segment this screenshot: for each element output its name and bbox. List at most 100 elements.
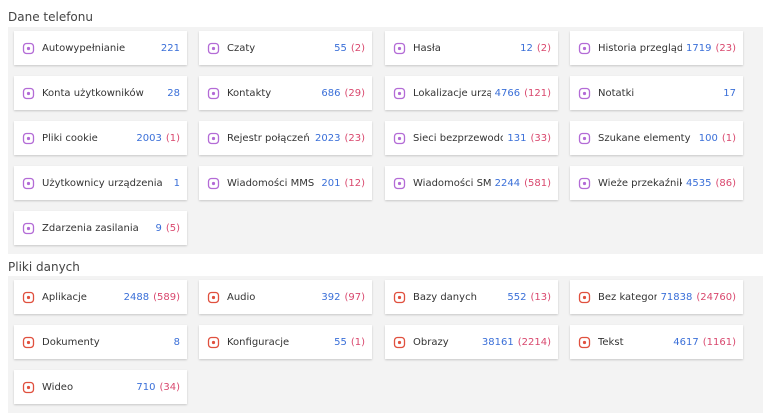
card-icon xyxy=(393,336,406,348)
data-card[interactable]: Użytkownicy urządzenia 1 xyxy=(14,166,187,200)
data-card[interactable]: Konta użytkowników 28 xyxy=(14,76,187,110)
data-card[interactable]: Sieci bezprzewodowe131(33) xyxy=(385,121,558,155)
data-card[interactable]: Obrazy 38161 (2214) xyxy=(385,325,558,359)
card-icon xyxy=(207,177,220,189)
card-deleted: (2) xyxy=(350,42,365,54)
card-label: Konfiguracje xyxy=(227,336,290,348)
data-card[interactable]: Lokalizacje urządz...4766(121) xyxy=(385,76,558,110)
card-icon xyxy=(22,291,35,303)
card-count: 100 xyxy=(698,132,718,144)
data-card[interactable]: Wiadomości SMS 2244 (581) xyxy=(385,166,558,200)
card-label: Pliki cookie xyxy=(42,132,98,144)
data-card[interactable]: Audio 392 (97) xyxy=(199,280,372,314)
card-count: 71838 xyxy=(660,291,693,303)
card-label: Wieże przekaźniko... xyxy=(598,177,682,189)
card-count: 221 xyxy=(160,42,180,54)
card-deleted: (86) xyxy=(715,177,736,189)
card-label: Kontakty xyxy=(227,87,272,99)
card-deleted: (2) xyxy=(536,42,551,54)
card-deleted: (1161) xyxy=(702,336,736,348)
card-count: 2023 xyxy=(315,132,341,144)
card-label: Audio xyxy=(227,291,256,303)
card-icon xyxy=(578,42,591,54)
card-deleted: (13) xyxy=(530,291,551,303)
section-title: Dane telefonu xyxy=(8,10,93,24)
card-count: 201 xyxy=(321,177,341,189)
card-deleted: (589) xyxy=(153,291,180,303)
card-icon xyxy=(207,132,220,144)
card-label: Dokumenty xyxy=(42,336,100,348)
card-label: Użytkownicy urządzenia xyxy=(42,177,163,189)
data-card[interactable]: Konfiguracje 55 (1) xyxy=(199,325,372,359)
card-deleted: (97) xyxy=(344,291,365,303)
card-count: 17 xyxy=(723,87,736,99)
card-deleted: (121) xyxy=(524,87,551,99)
card-count: 131 xyxy=(507,132,527,144)
card-label: Aplikacje xyxy=(42,291,87,303)
data-card[interactable]: Hasła 12 (2) xyxy=(385,31,558,65)
section-title: Pliki danych xyxy=(8,260,80,274)
card-count: 4617 xyxy=(673,336,699,348)
card-deleted: (2214) xyxy=(517,336,551,348)
data-card[interactable]: Aplikacje 2488 (589) xyxy=(14,280,187,314)
card-label: Tekst xyxy=(598,336,624,348)
data-card[interactable]: Historia przegląda...1719(23) xyxy=(570,31,743,65)
data-card[interactable]: Autowypełnianie 221 xyxy=(14,31,187,65)
card-icon xyxy=(578,336,591,348)
card-count: 4535 xyxy=(686,177,712,189)
card-count: 55 xyxy=(334,336,347,348)
data-card[interactable]: Czaty 55 (2) xyxy=(199,31,372,65)
card-count: 710 xyxy=(136,381,156,393)
card-icon xyxy=(578,132,591,144)
card-count: 4766 xyxy=(494,87,521,99)
card-icon xyxy=(207,291,220,303)
card-deleted: (34) xyxy=(159,381,180,393)
card-count: 38161 xyxy=(481,336,514,348)
card-label: Hasła xyxy=(413,42,441,54)
card-deleted: (5) xyxy=(165,222,180,234)
data-card[interactable]: Wideo 710 (34) xyxy=(14,370,187,404)
card-icon xyxy=(393,42,406,54)
card-count: 552 xyxy=(507,291,527,303)
card-count: 2488 xyxy=(123,291,150,303)
card-deleted: (581) xyxy=(524,177,551,189)
card-count: 686 xyxy=(321,87,341,99)
data-card[interactable]: Rejestr połączeń 2023 (23) xyxy=(199,121,372,155)
card-icon xyxy=(393,291,406,303)
data-card[interactable]: Pliki cookie 2003 (1) xyxy=(14,121,187,155)
card-label: Autowypełnianie xyxy=(42,42,126,54)
card-deleted: (1) xyxy=(165,132,180,144)
data-card[interactable]: Dokumenty 8 xyxy=(14,325,187,359)
card-count: 392 xyxy=(321,291,341,303)
data-card[interactable]: Kontakty 686 (29) xyxy=(199,76,372,110)
card-label: Wideo xyxy=(42,381,74,393)
data-card[interactable]: Szukane elementy 100 (1) xyxy=(570,121,743,155)
data-card[interactable]: Tekst 4617 (1161) xyxy=(570,325,743,359)
card-label: Lokalizacje urządz... xyxy=(413,87,491,99)
card-count: 12 xyxy=(520,42,533,54)
card-deleted: (29) xyxy=(344,87,365,99)
card-icon xyxy=(207,336,220,348)
card-deleted: (33) xyxy=(530,132,551,144)
card-label: Bazy danych xyxy=(413,291,477,303)
data-card[interactable]: Bez kategorii71838(24760) xyxy=(570,280,743,314)
data-card[interactable]: Bazy danych 552 (13) xyxy=(385,280,558,314)
card-label: Konta użytkowników xyxy=(42,87,144,99)
card-label: Wiadomości MMS xyxy=(227,177,315,189)
card-icon xyxy=(393,87,406,99)
card-icon xyxy=(22,132,35,144)
card-icon xyxy=(22,381,35,393)
data-card[interactable]: Wiadomości MMS 201 (12) xyxy=(199,166,372,200)
data-card[interactable]: Zdarzenia zasilania 9 (5) xyxy=(14,211,187,245)
card-icon xyxy=(578,87,591,99)
card-icon xyxy=(22,87,35,99)
card-label: Notatki xyxy=(598,87,635,99)
card-icon xyxy=(207,42,220,54)
card-label: Zdarzenia zasilania xyxy=(42,222,139,234)
card-count: 8 xyxy=(173,336,180,348)
data-card[interactable]: Notatki 17 xyxy=(570,76,743,110)
data-card[interactable]: Wieże przekaźniko... 4535(86) xyxy=(570,166,743,200)
card-count: 9 xyxy=(155,222,162,234)
